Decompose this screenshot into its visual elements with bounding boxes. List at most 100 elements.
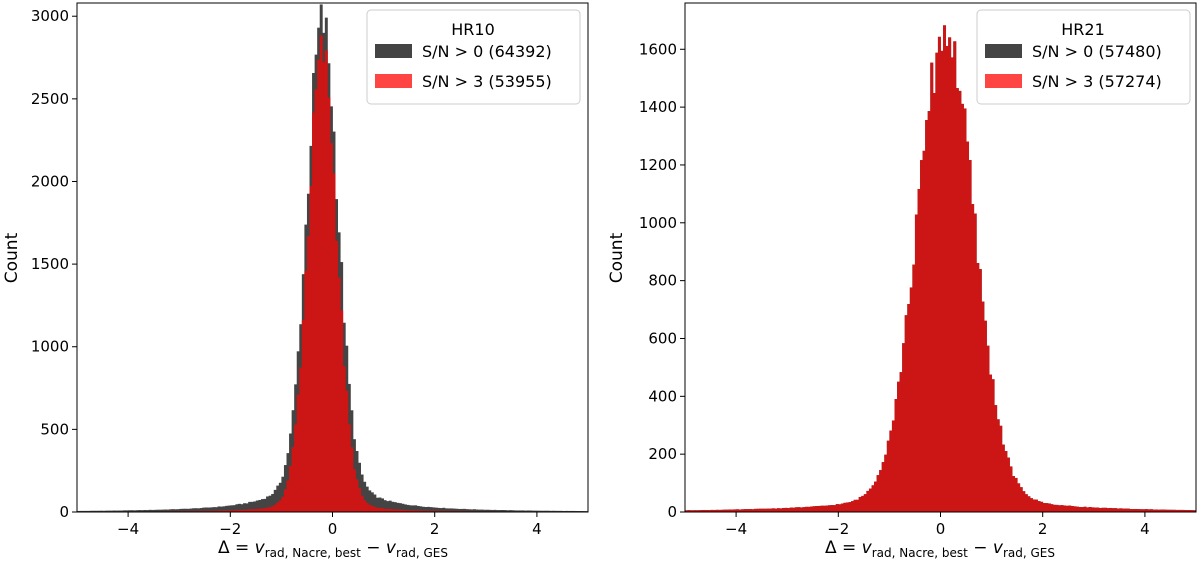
histogram-bar xyxy=(1045,503,1049,512)
histogram-bar xyxy=(319,35,323,512)
histogram-bar xyxy=(508,510,512,512)
histogram-bar xyxy=(817,505,821,512)
histogram-bar xyxy=(138,510,142,512)
histogram-bar xyxy=(976,263,980,512)
histogram-bar xyxy=(204,507,208,512)
histogram-bar xyxy=(792,507,796,512)
histogram-bar xyxy=(733,509,737,512)
histogram-bar xyxy=(904,315,908,512)
histogram-bar xyxy=(370,492,374,512)
histogram-bar xyxy=(214,507,218,512)
histogram-bar xyxy=(715,509,719,512)
legend-label-snr-gt-3: S/N > 3 (57274) xyxy=(1032,72,1162,91)
histogram-bar xyxy=(358,488,361,512)
legend-label-snr-gt-3: S/N > 3 (53955) xyxy=(422,72,552,91)
legend-title: HR21 xyxy=(1061,20,1105,39)
histogram-bar xyxy=(966,141,970,512)
histogram-bar xyxy=(981,301,985,512)
histogram-bar xyxy=(135,510,139,512)
histogram-bar xyxy=(243,503,247,512)
histogram-bar xyxy=(845,502,849,512)
histogram-bar xyxy=(176,509,180,512)
histogram-bar xyxy=(115,510,119,512)
histogram-bar xyxy=(1073,506,1077,512)
histogram-bar xyxy=(983,320,987,512)
histogram-bar xyxy=(863,494,867,512)
histogram-bar xyxy=(782,507,786,512)
histogram-bar xyxy=(935,52,939,512)
histogram-bar xyxy=(562,510,566,512)
histogram-bar xyxy=(370,505,374,512)
histogram-bar xyxy=(1012,476,1015,512)
histogram-bar xyxy=(1147,509,1151,512)
histogram-bar xyxy=(217,510,221,512)
histogram-bar xyxy=(378,497,382,512)
histogram-bar xyxy=(886,440,890,512)
histogram-bar xyxy=(1144,509,1148,512)
histogram-bar xyxy=(355,479,359,512)
histogram-bar xyxy=(807,506,811,512)
histogram-bar xyxy=(452,508,456,512)
histogram-bar xyxy=(705,510,709,512)
histogram-bar xyxy=(253,509,257,512)
histogram-bar xyxy=(496,510,499,512)
x-tick-label: 0 xyxy=(328,520,338,538)
histogram-bar xyxy=(912,264,916,512)
histogram-bar xyxy=(360,474,364,512)
histogram-bar xyxy=(365,502,369,512)
histogram-bar xyxy=(940,50,944,513)
y-tick-label: 600 xyxy=(648,329,677,347)
histogram-bar xyxy=(1063,505,1067,512)
histogram-bar xyxy=(462,508,466,512)
histogram-bar xyxy=(342,366,346,512)
histogram-bar xyxy=(217,506,221,512)
histogram-bar xyxy=(1190,510,1194,512)
histogram-bar xyxy=(161,509,165,512)
histogram-bar xyxy=(1183,509,1187,512)
histogram-bar xyxy=(312,112,316,512)
histogram-bar xyxy=(1162,509,1166,512)
x-label-sub2: rad, GES xyxy=(396,546,448,560)
histogram-bar xyxy=(759,508,763,512)
histogram-bar xyxy=(102,510,106,512)
histogram-bar xyxy=(1091,507,1095,512)
histogram-bar xyxy=(179,508,183,512)
histogram-bar xyxy=(375,497,379,512)
x-axis-ticks: −4 −2 0 2 4 xyxy=(725,512,1150,538)
histogram-bar xyxy=(424,510,428,512)
histogram-bar xyxy=(258,508,262,512)
histogram-bar xyxy=(151,509,155,512)
histogram-bar xyxy=(756,508,760,512)
histogram-bar xyxy=(181,508,185,512)
histogram-bar xyxy=(263,508,267,512)
histogram-bar xyxy=(690,510,694,512)
histogram-bar xyxy=(833,505,837,512)
histogram-bar xyxy=(948,37,952,513)
histogram-bar xyxy=(498,510,502,512)
histogram-bar xyxy=(276,485,280,512)
histogram-bar xyxy=(805,506,809,512)
histogram-bar xyxy=(156,509,160,512)
histogram-bar xyxy=(197,508,201,512)
histogram-bar xyxy=(483,509,487,512)
histogram-bar xyxy=(248,509,252,512)
histogram-bar xyxy=(968,160,972,512)
histogram-bar xyxy=(110,510,114,512)
histogram-bar xyxy=(572,510,576,512)
histogram-bar xyxy=(937,36,941,513)
histogram-bar xyxy=(503,510,507,512)
x-tick-label: −4 xyxy=(725,520,747,538)
legend-box xyxy=(976,9,1191,105)
histogram-bar xyxy=(991,379,995,512)
histogram-bar xyxy=(281,496,285,512)
histogram-bar xyxy=(1086,507,1090,512)
histogram-bar xyxy=(429,507,433,512)
histogram-bar xyxy=(1096,507,1100,512)
histogram-bar xyxy=(266,496,270,512)
histogram-bar xyxy=(263,498,267,512)
histogram-bar xyxy=(1052,504,1056,512)
histogram-bar xyxy=(434,510,438,512)
legend: HR21 S/N > 0 (57480) S/N > 3 (57274) xyxy=(976,9,1191,105)
histogram-bar xyxy=(1180,509,1184,512)
